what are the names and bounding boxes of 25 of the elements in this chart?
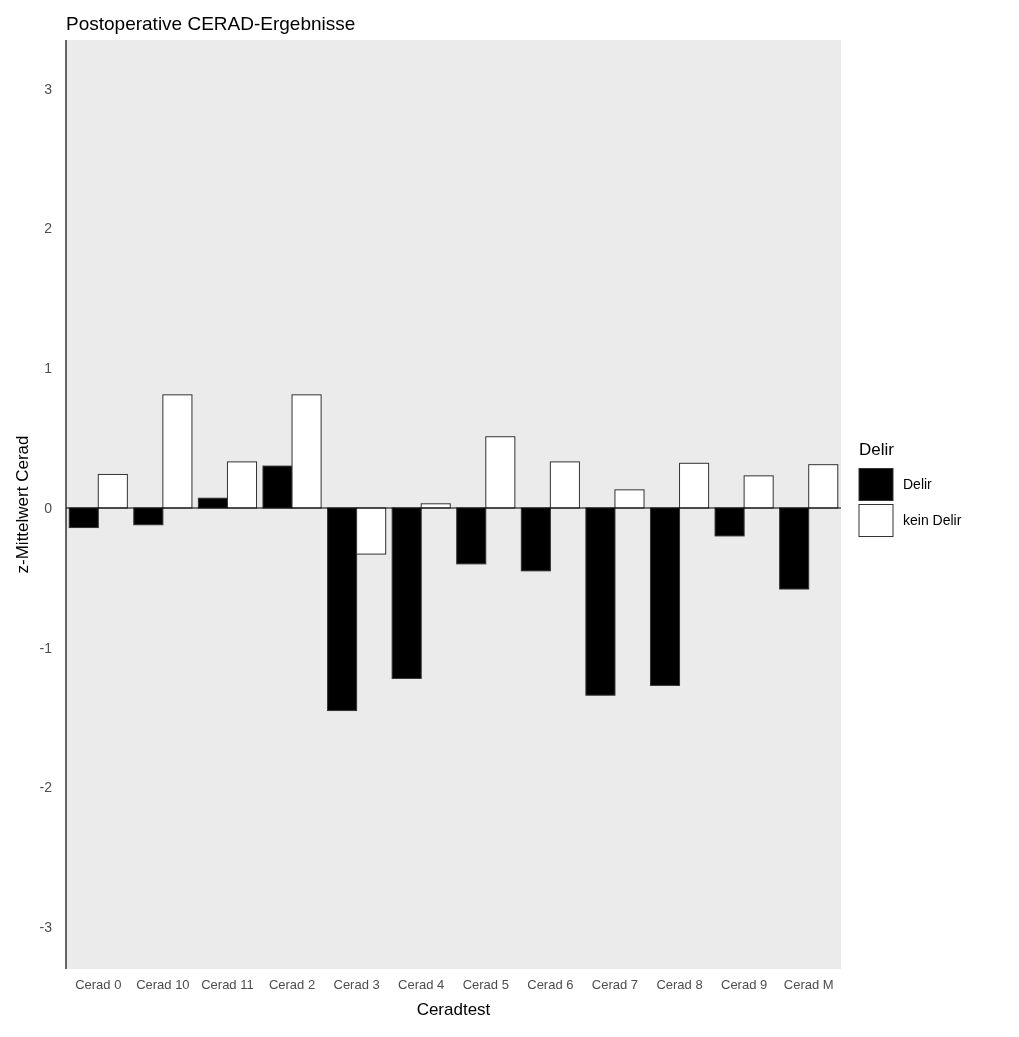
x-tick-label: Cerad 2 <box>268 977 316 992</box>
x-tick-label: Cerad 11 <box>201 977 254 992</box>
legend-label: kein Delir <box>903 512 962 529</box>
y-tick-label: 2 <box>44 220 53 237</box>
x-tick-label: Cerad 8 <box>656 977 703 992</box>
y-tick-label: -3 <box>39 918 53 935</box>
x-tick-label: Cerad 3 <box>333 977 380 992</box>
x-tick-label: Cerad 9 <box>721 977 768 992</box>
legend-title: Delir <box>859 439 895 459</box>
x-tick-label: Cerad 5 <box>462 977 509 992</box>
x-axis-title: Ceradtest <box>416 1000 491 1019</box>
x-tick-label: Cerad 6 <box>527 977 574 992</box>
y-tick-label: 3 <box>44 80 53 97</box>
y-tick-label: -2 <box>39 779 53 796</box>
x-tick-label: Cerad 0 <box>75 977 122 992</box>
x-tick-label: Cerad 7 <box>591 977 639 992</box>
y-tick-label: -1 <box>39 639 53 656</box>
legend-label: Delir <box>903 476 933 493</box>
x-tick-label: Cerad 4 <box>398 977 445 992</box>
x-tick-label: Cerad M <box>783 977 834 992</box>
y-tick-label: 0 <box>44 499 53 516</box>
y-axis-title: z-Mittelwert Cerad <box>13 435 32 574</box>
chart-title: Postoperative CERAD-Ergebnisse <box>66 13 356 34</box>
x-tick-label: Cerad 10 <box>136 977 190 992</box>
y-tick-label: 1 <box>44 360 53 377</box>
